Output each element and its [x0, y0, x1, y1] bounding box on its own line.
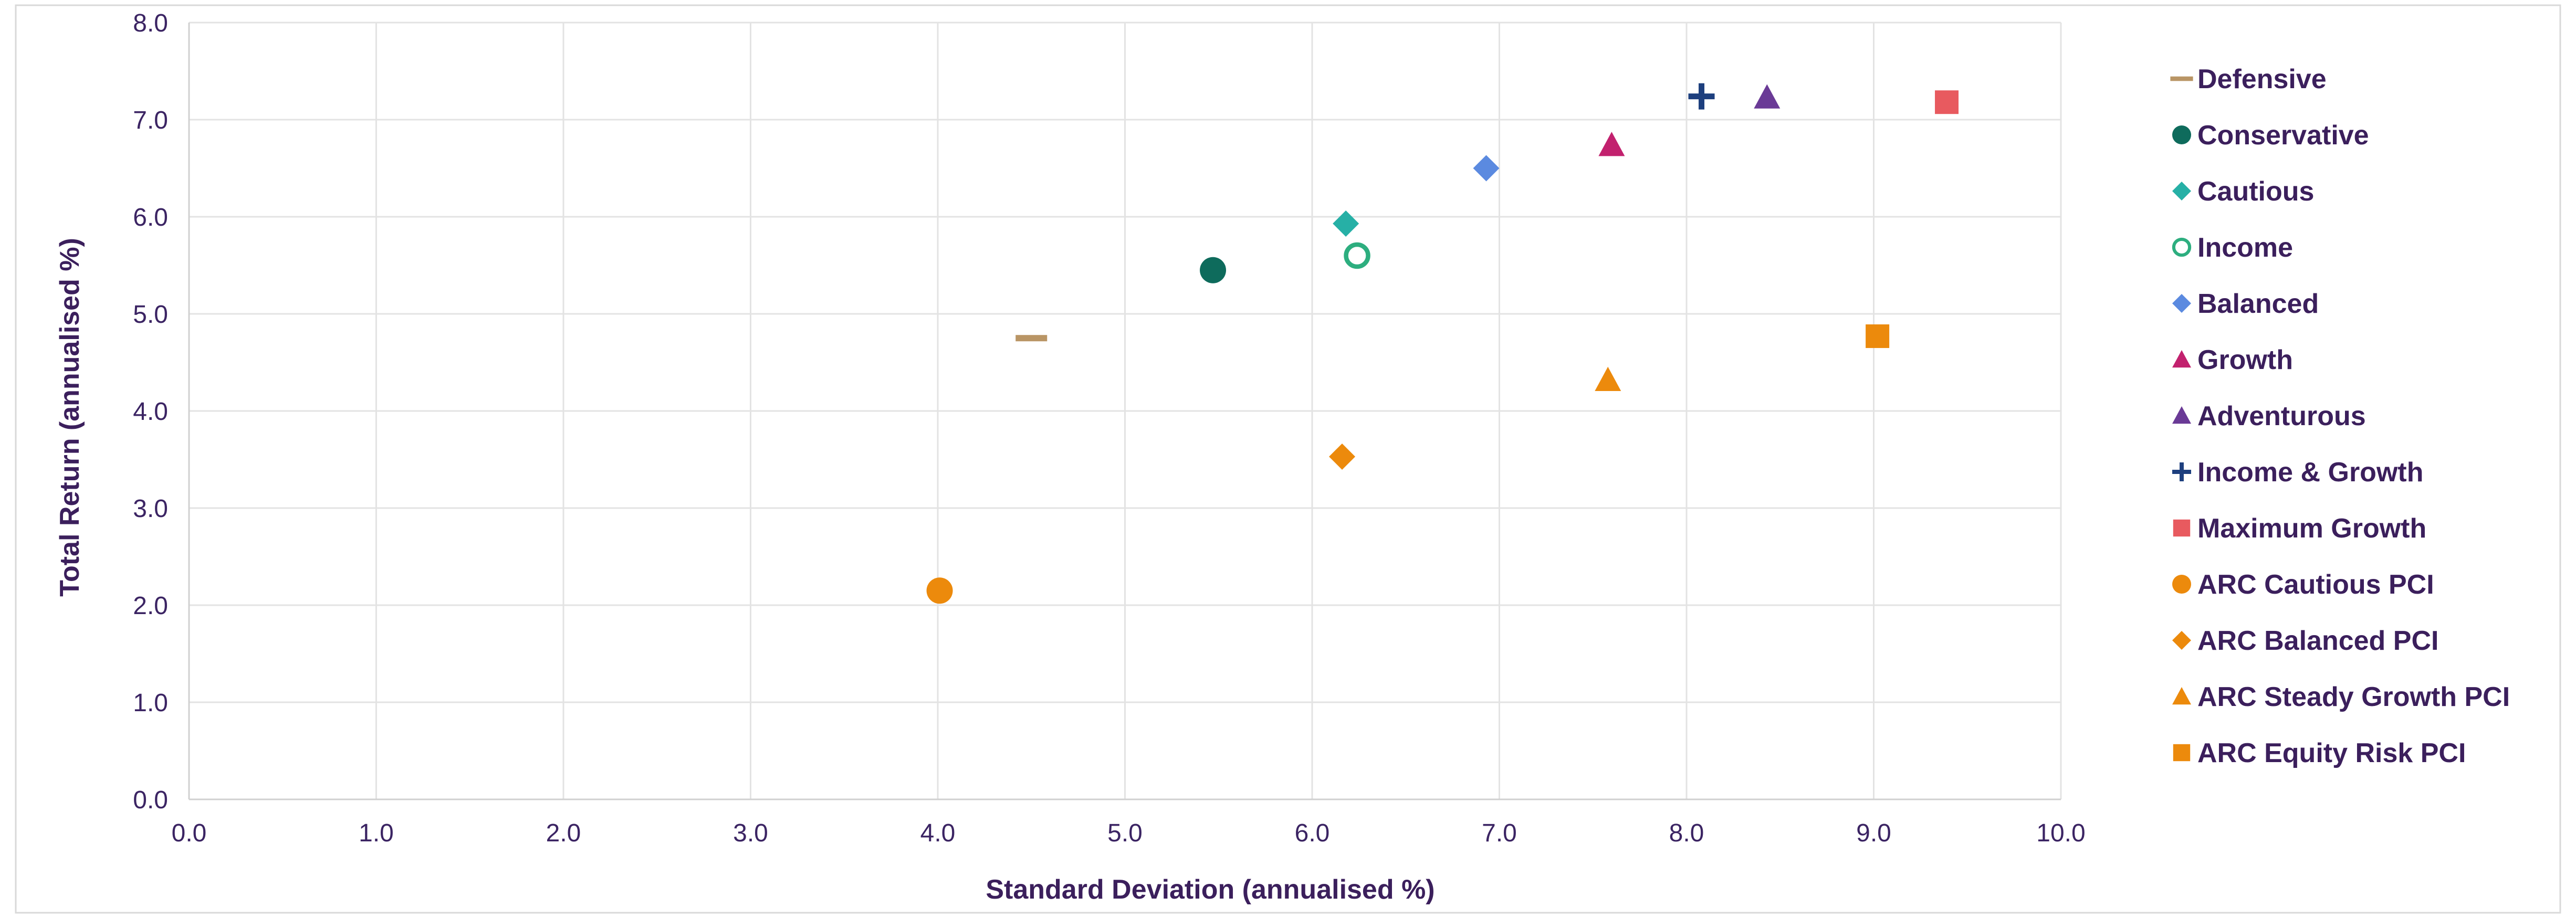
- data-point: [1688, 83, 1715, 110]
- legend-item: Growth: [2172, 345, 2293, 375]
- legend-item: ARC Equity Risk PCI: [2173, 738, 2466, 768]
- chart-frame: [15, 4, 2561, 914]
- legend-marker: [2172, 687, 2191, 705]
- legend-marker: [2172, 575, 2191, 594]
- legend-marker: [2172, 350, 2191, 368]
- legend-item: Conservative: [2172, 120, 2369, 151]
- tick-labels: 0.0 1.0 2.0 3.0 4.0 5.0 6.0 7.0 8.0 9.0 10.0 0.0 1.0…: [133, 9, 2085, 847]
- legend-marker: [2172, 406, 2191, 424]
- data-point: [1595, 366, 1621, 392]
- y-tick-label: 3.0: [133, 495, 168, 523]
- legend-marker: [2172, 294, 2191, 313]
- legend-item: Balanced: [2172, 289, 2319, 319]
- y-axis-title: Total Return (annualised %): [55, 238, 85, 597]
- legend-item: Adventurous: [2172, 401, 2366, 431]
- data-point: [1866, 324, 1890, 349]
- y-tick-label: 2.0: [133, 592, 168, 620]
- legend-item: Maximum Growth: [2173, 513, 2426, 544]
- legend-item: Defensive: [2170, 64, 2327, 94]
- x-tick-label: 10.0: [2036, 819, 2085, 847]
- legend-item: Cautious: [2172, 176, 2314, 207]
- legend-item: Income: [2172, 233, 2293, 263]
- x-tick-label: 4.0: [920, 819, 956, 847]
- legend-marker: [2173, 744, 2191, 762]
- legend-label: Growth: [2197, 345, 2293, 375]
- legend-label: Maximum Growth: [2197, 513, 2426, 544]
- data-point: [1329, 443, 1356, 470]
- x-axis-title: Standard Deviation (annualised %): [986, 874, 1434, 905]
- legend-label: ARC Balanced PCI: [2197, 626, 2438, 656]
- legend-label: Balanced: [2197, 289, 2319, 319]
- x-tick-label: 8.0: [1669, 819, 1704, 847]
- legend-item: ARC Steady Growth PCI: [2172, 682, 2510, 712]
- y-tick-label: 6.0: [133, 204, 168, 231]
- gridlines: [189, 22, 2062, 799]
- legend-label: Cautious: [2197, 176, 2314, 207]
- legend-label: ARC Steady Growth PCI: [2197, 682, 2510, 712]
- legend-label: Defensive: [2197, 64, 2327, 94]
- x-tick-label: 6.0: [1295, 819, 1330, 847]
- legend-marker: [2172, 182, 2191, 201]
- y-tick-label: 5.0: [133, 301, 168, 329]
- data-point: [1473, 155, 1500, 182]
- legend-item: Income & Growth: [2172, 457, 2423, 488]
- data-point: [1598, 132, 1625, 156]
- data-point: [1333, 210, 1359, 237]
- axes: [188, 23, 2061, 800]
- legend-marker: [2172, 237, 2192, 257]
- legend-label: ARC Equity Risk PCI: [2197, 738, 2466, 768]
- legend-marker: [2172, 125, 2191, 144]
- y-tick-label: 7.0: [133, 107, 168, 134]
- data-points: [926, 83, 1959, 604]
- y-tick-label: 4.0: [133, 398, 168, 426]
- legend-item: ARC Balanced PCI: [2172, 626, 2438, 656]
- y-tick-label: 0.0: [133, 786, 168, 814]
- x-tick-label: 5.0: [1107, 819, 1143, 847]
- x-tick-label: 2.0: [546, 819, 581, 847]
- legend-marker: [2170, 76, 2193, 81]
- data-point: [1754, 84, 1781, 109]
- legend-label: Adventurous: [2197, 401, 2366, 431]
- x-tick-label: 9.0: [1856, 819, 1891, 847]
- data-point: [1344, 242, 1370, 269]
- data-point: [1935, 90, 1959, 114]
- legend-label: Income & Growth: [2197, 457, 2423, 488]
- legend-marker: [2173, 519, 2191, 537]
- legend-marker: [2172, 631, 2191, 650]
- x-tick-label: 1.0: [359, 819, 394, 847]
- y-tick-label: 1.0: [133, 689, 168, 717]
- legend-label: Conservative: [2197, 120, 2369, 151]
- legend: Defensive Conservative Cautious Income Balan…: [2170, 64, 2510, 768]
- data-point: [926, 577, 953, 604]
- x-tick-label: 3.0: [733, 819, 768, 847]
- legend-label: ARC Cautious PCI: [2197, 569, 2434, 600]
- legend-marker: [2172, 462, 2191, 481]
- data-point: [1015, 335, 1048, 342]
- legend-label: Income: [2197, 233, 2293, 263]
- data-point: [1200, 257, 1227, 283]
- legend-item: ARC Cautious PCI: [2172, 569, 2434, 600]
- x-tick-label: 0.0: [172, 819, 207, 847]
- y-tick-label: 8.0: [133, 9, 168, 37]
- x-tick-label: 7.0: [1482, 819, 1517, 847]
